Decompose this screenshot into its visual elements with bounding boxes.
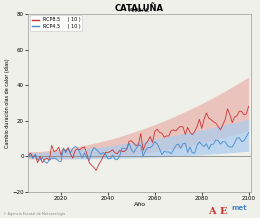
Legend: RCP8.5     ( 10 ), RCP4.5     ( 10 ): RCP8.5 ( 10 ), RCP4.5 ( 10 ) [30, 15, 82, 31]
Text: © Agencia Estatal de Meteorología: © Agencia Estatal de Meteorología [3, 212, 65, 216]
Text: A: A [208, 207, 216, 216]
Title: CATALUÑA: CATALUÑA [115, 4, 164, 13]
Y-axis label: Cambio duración olas de calor (días): Cambio duración olas de calor (días) [4, 58, 10, 148]
Text: met: met [231, 205, 247, 211]
X-axis label: Año: Año [134, 202, 146, 207]
Text: E: E [220, 207, 227, 216]
Text: ANUAL: ANUAL [129, 8, 150, 13]
